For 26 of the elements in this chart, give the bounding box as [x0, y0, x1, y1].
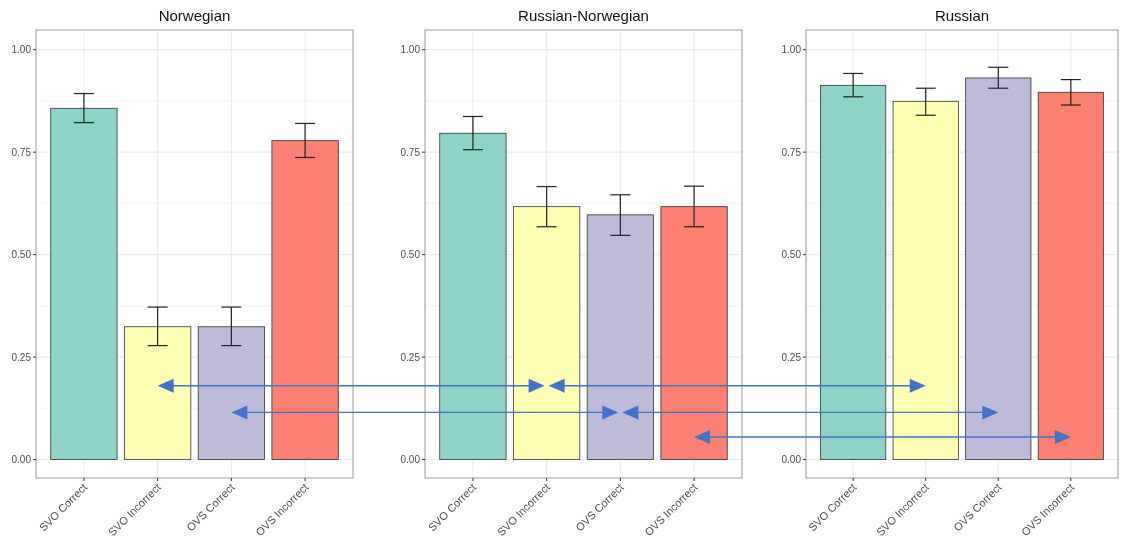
bar [513, 206, 581, 460]
y-tick-label: 0.50 [400, 249, 421, 261]
y-tick-label: 0.25 [11, 351, 32, 363]
y-tick-label: 0.00 [781, 454, 802, 466]
y-tick-label: 1.00 [781, 44, 802, 56]
y-tick-label: 0.75 [781, 146, 802, 158]
bar [439, 132, 507, 460]
chart-title: Russian [934, 7, 990, 24]
y-tick-label: 0.50 [11, 249, 32, 261]
y-tick-label: 0.00 [400, 454, 421, 466]
chart-title: Norwegian [158, 7, 231, 24]
bar [197, 326, 265, 460]
bar [660, 206, 728, 460]
y-tick-label: 0.25 [781, 351, 802, 363]
y-tick-label: 0.00 [11, 454, 32, 466]
y-tick-label: 0.50 [781, 249, 802, 261]
y-tick-label: 1.00 [11, 44, 32, 56]
y-tick-label: 0.25 [400, 351, 421, 363]
chart-title: Russian-Norwegian [518, 7, 649, 24]
bar [271, 140, 339, 460]
bar [50, 107, 118, 460]
bar [586, 214, 654, 460]
y-tick-label: 0.75 [11, 146, 32, 158]
y-tick-label: 1.00 [400, 44, 421, 56]
bar [124, 326, 192, 460]
y-tick-label: 0.75 [400, 146, 421, 158]
